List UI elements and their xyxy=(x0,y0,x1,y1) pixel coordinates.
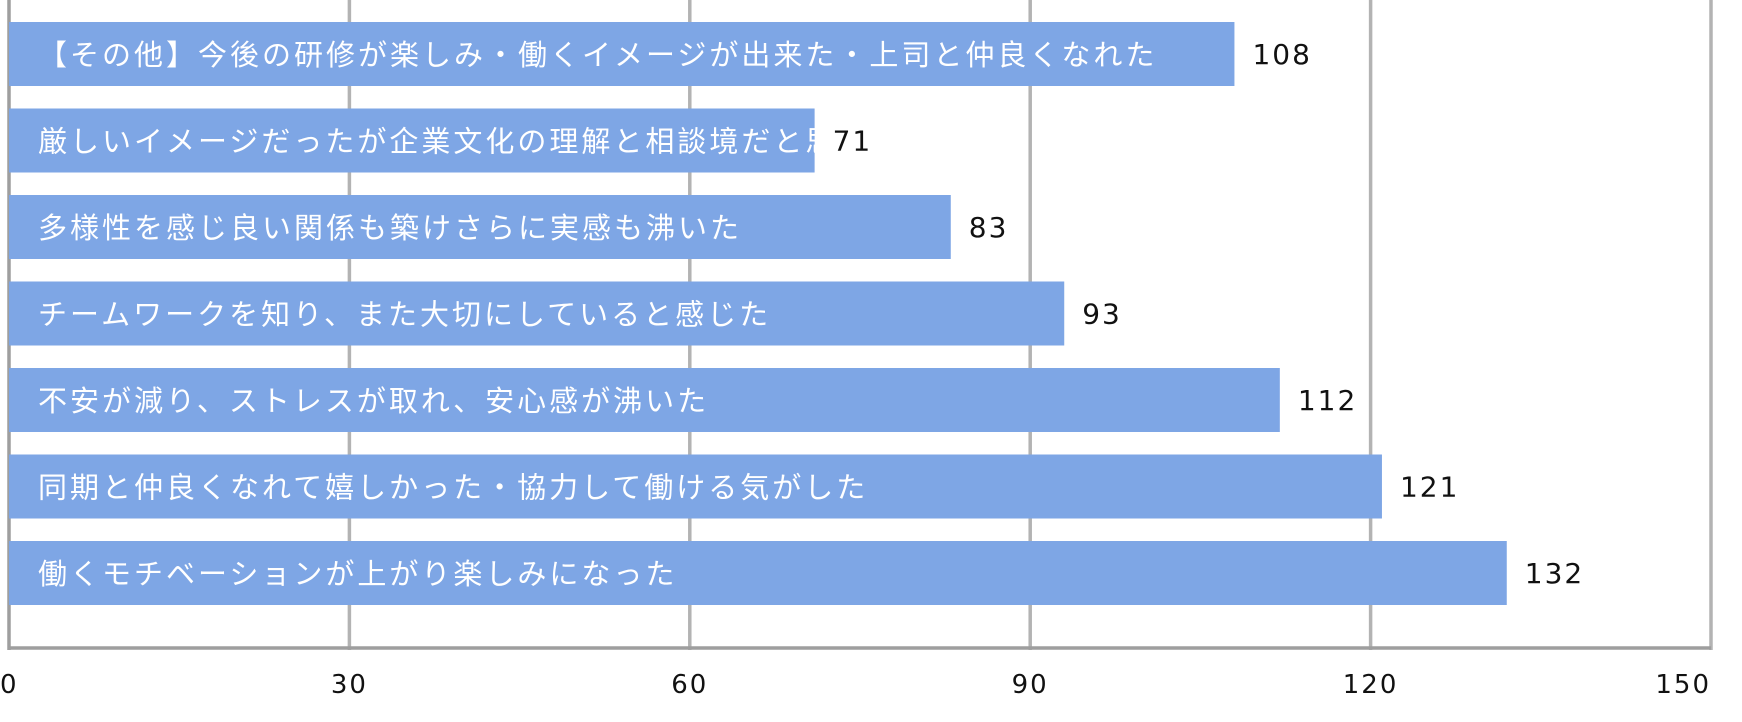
bar xyxy=(9,541,1507,605)
bar xyxy=(9,22,1235,86)
data-label: 108 xyxy=(1252,38,1311,71)
category-label: 【その他】今後の研修が楽しみ・働くイメージが出来た・上司と仲良くなれた xyxy=(38,38,1157,72)
category-label: 多様性を感じ良い関係も築けさらに実感も沸いた xyxy=(38,211,742,245)
x-tick-label: 60 xyxy=(671,670,708,700)
data-label: 83 xyxy=(969,211,1009,244)
x-axis: 0 30 60 90 120 150 xyxy=(0,646,1711,700)
category-label: 不安が減り、ストレスが取れ、安心感が沸いた xyxy=(38,384,709,418)
x-tick-label: 30 xyxy=(331,670,368,700)
bar xyxy=(9,108,815,173)
data-label: 112 xyxy=(1298,384,1357,417)
bar xyxy=(9,368,1280,432)
x-tick-label: 90 xyxy=(1012,670,1049,700)
category-label: 働くモチベーションが上がり楽しみになった xyxy=(38,557,677,591)
x-tick-label: 120 xyxy=(1343,670,1399,700)
data-label: 71 xyxy=(833,125,873,158)
category-label: チームワークを知り、また大切にしていると感じた xyxy=(38,298,771,332)
data-label: 132 xyxy=(1525,557,1584,590)
category-label: 同期と仲良くなれて嬉しかった・協力して働ける気がした xyxy=(38,471,868,505)
bar xyxy=(9,195,951,259)
bars: 【その他】今後の研修が楽しみ・働くイメージが出来た・上司と仲良くなれた 108 厳し… xyxy=(9,22,1584,605)
bar xyxy=(9,281,1065,346)
x-tick-label: 0 xyxy=(0,670,19,700)
bar xyxy=(9,454,1382,519)
data-label: 93 xyxy=(1082,298,1122,331)
x-tick-label: 150 xyxy=(1655,670,1711,700)
category-label: 厳しいイメージだったが企業文化の理解と相談境だと思った xyxy=(38,125,901,159)
data-label: 121 xyxy=(1400,471,1459,504)
